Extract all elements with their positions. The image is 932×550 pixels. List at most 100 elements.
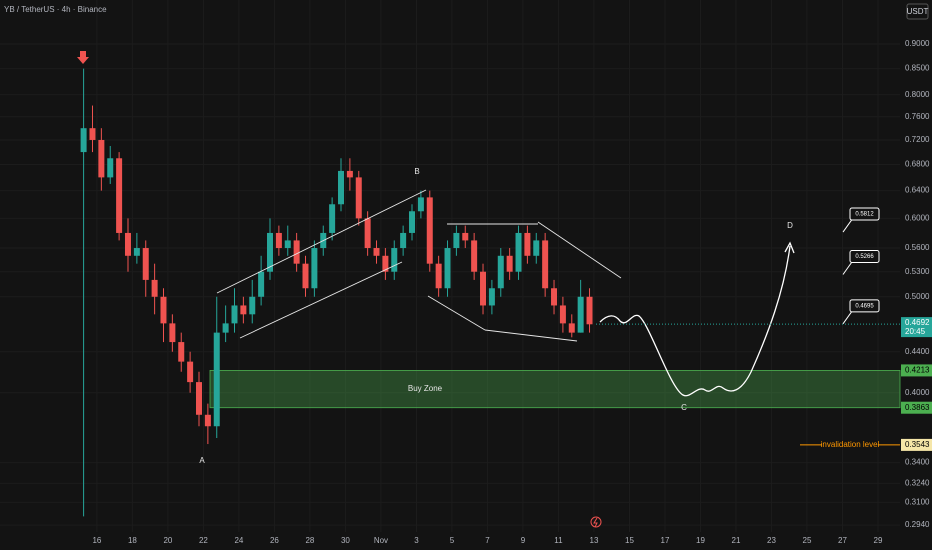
candle — [124, 218, 131, 272]
candle — [267, 218, 273, 280]
x-tick-label: 13 — [590, 536, 599, 545]
zone-top-label: 0.4213 — [905, 366, 930, 375]
candle — [133, 232, 140, 264]
candle — [506, 248, 513, 280]
candle-body — [116, 158, 123, 233]
point-label: B — [414, 167, 419, 176]
signal-arrow — [77, 51, 89, 64]
candle-body — [533, 240, 540, 256]
y-tick-label: 0.5300 — [905, 267, 930, 276]
candle-body — [329, 204, 336, 233]
invalidation-label: invalidation level — [821, 440, 880, 449]
candle-body — [267, 232, 273, 272]
candle-body — [373, 248, 380, 256]
candle-body — [178, 342, 185, 362]
candle-body — [204, 414, 211, 427]
candle — [382, 248, 389, 280]
countdown-label: 20:45 — [905, 327, 926, 336]
x-tick-label: Nov — [374, 536, 388, 545]
candle-body — [515, 232, 522, 272]
candle-body — [302, 263, 309, 289]
candle — [284, 225, 291, 256]
candle-body — [338, 170, 345, 205]
candle — [417, 190, 424, 219]
candle — [151, 263, 158, 315]
candle — [258, 255, 265, 306]
candle-body — [542, 240, 549, 289]
channel-lower — [239, 261, 403, 339]
y-tick-label: 0.3100 — [905, 497, 930, 506]
candle-body — [559, 305, 566, 324]
candle — [231, 288, 238, 333]
projection-arrow — [784, 241, 795, 254]
candle — [89, 105, 96, 153]
target-box — [849, 299, 880, 313]
last-price-label: 0.4692 — [905, 318, 930, 327]
candle — [488, 279, 495, 315]
candle-body — [417, 197, 424, 212]
y-tick-label: 0.6400 — [905, 186, 930, 195]
x-tick-label: 9 — [521, 536, 526, 545]
candle — [178, 332, 185, 372]
candles — [80, 68, 593, 517]
candle — [160, 288, 167, 343]
target-box — [849, 249, 880, 263]
x-tick-label: 28 — [305, 536, 314, 545]
zone-layer: Buy Zone — [209, 370, 901, 409]
x-tick-label: 27 — [838, 536, 847, 545]
target-box — [849, 207, 880, 221]
candle-body — [284, 240, 291, 249]
candle-body — [142, 248, 149, 280]
candle-body — [462, 232, 469, 241]
candle — [453, 225, 460, 256]
candle-body — [409, 211, 416, 233]
invalidation-price: 0.3543 — [905, 440, 930, 449]
price-label-box — [901, 438, 932, 451]
projection-path — [599, 245, 791, 397]
candle — [471, 232, 478, 280]
y-tick-label: 0.4400 — [905, 347, 930, 356]
x-tick-label: 25 — [803, 536, 812, 545]
candle — [586, 288, 593, 333]
x-tick-label: 30 — [341, 536, 350, 545]
target-label: 0.5812 — [855, 212, 874, 218]
y-tick-label: 0.2940 — [905, 520, 930, 529]
currency-box — [906, 3, 929, 20]
x-tick-label: 15 — [625, 536, 634, 545]
candle — [400, 225, 407, 256]
candle — [293, 232, 300, 272]
candle-body — [107, 158, 114, 178]
price-label-box — [901, 364, 932, 377]
candle — [302, 255, 309, 297]
candle — [249, 279, 256, 324]
x-tick-label: 29 — [874, 536, 883, 545]
y-tick-label: 0.5600 — [905, 243, 930, 252]
candle-body — [444, 248, 451, 289]
candle — [329, 197, 336, 241]
drawings — [216, 189, 795, 397]
y-tick-label: 0.7600 — [905, 112, 930, 121]
candle — [533, 232, 540, 264]
candle-body — [471, 240, 478, 272]
candle — [515, 225, 522, 280]
candle-body — [524, 232, 531, 256]
point-label: A — [199, 456, 205, 465]
candle-body — [400, 232, 407, 249]
buy-zone — [209, 370, 901, 409]
candle-body — [551, 288, 558, 306]
axes: 0.9000 0.8500 0.8000 0.7600 0.7200 0.6800 0.64… — [92, 39, 932, 545]
candle — [568, 314, 575, 338]
candle-body — [346, 170, 353, 178]
candle-body — [213, 332, 220, 427]
currency: USDT — [907, 7, 929, 16]
candle-body — [231, 305, 238, 324]
target-label: 0.4695 — [855, 303, 874, 309]
y-tick-label: 0.3240 — [905, 478, 930, 487]
candle-body — [151, 279, 158, 297]
event-icon — [590, 516, 602, 528]
x-tick-label: 19 — [696, 536, 705, 545]
y-tick-label: 0.9000 — [905, 39, 930, 48]
wedge-bottom — [484, 329, 578, 342]
